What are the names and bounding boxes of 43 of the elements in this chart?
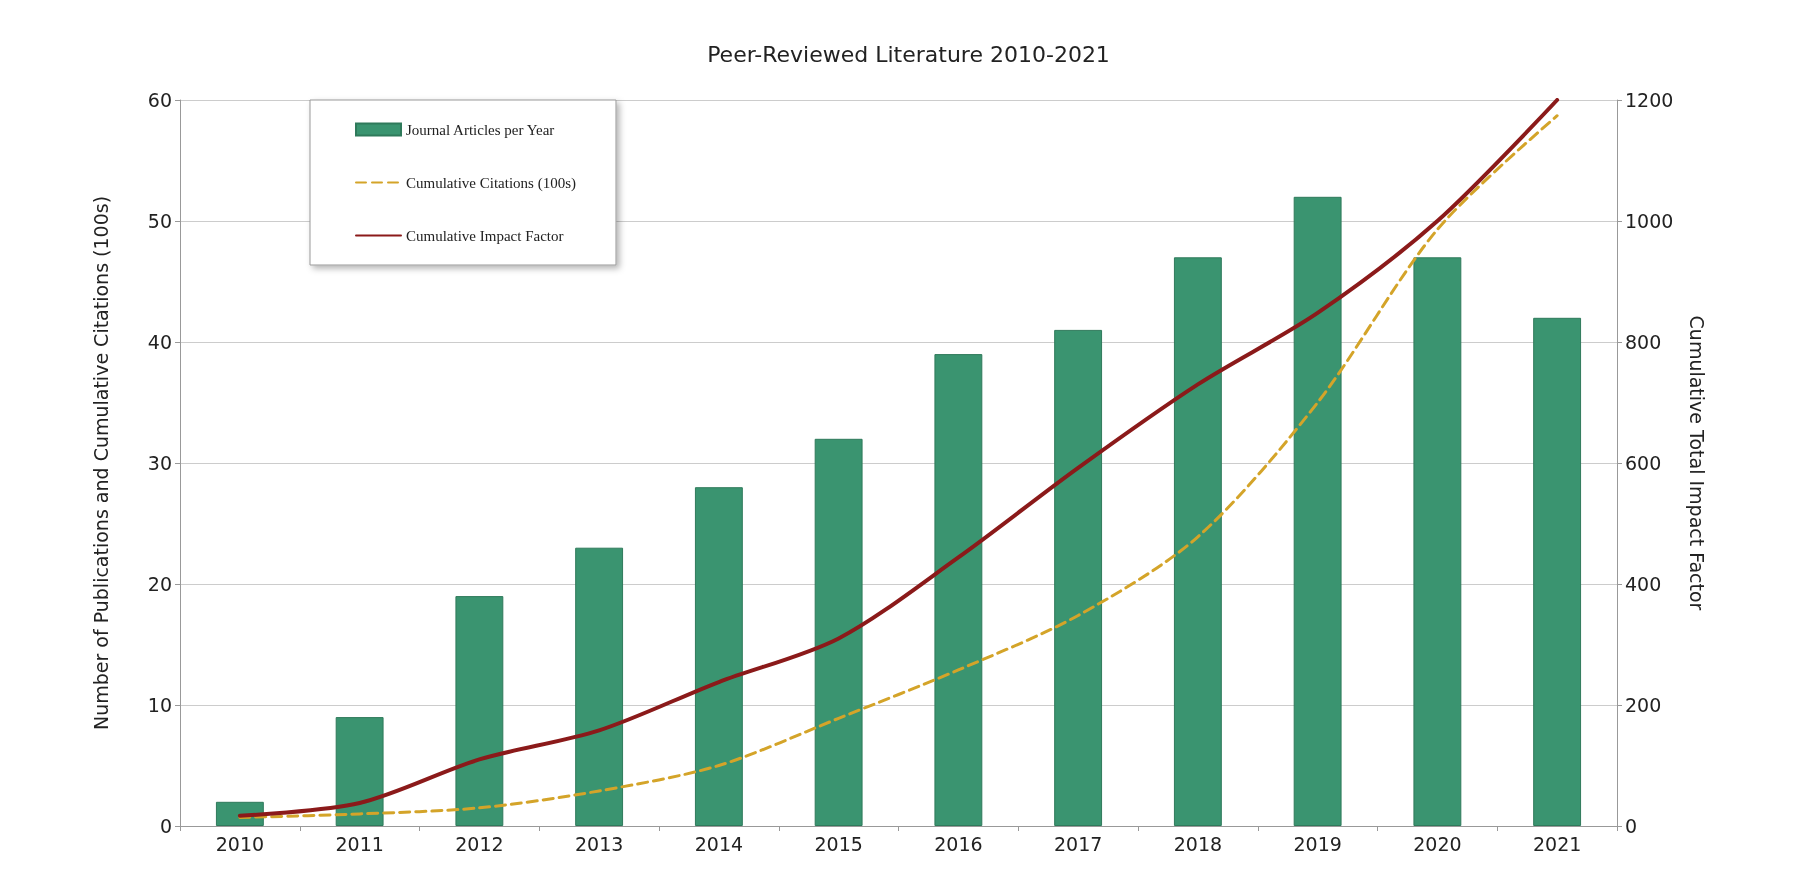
x-tick-label: 2010 bbox=[215, 832, 265, 855]
legend-label: Journal Articles per Year bbox=[406, 121, 555, 138]
y-tick-label: 50 bbox=[147, 210, 172, 232]
bar bbox=[335, 717, 384, 826]
bar bbox=[694, 487, 743, 826]
bar bbox=[814, 438, 863, 826]
x-tick-label: 2014 bbox=[694, 832, 744, 855]
y2-tick-label: 200 bbox=[1625, 694, 1662, 716]
y2-tick-label: 1200 bbox=[1625, 89, 1674, 111]
x-tick-label: 2015 bbox=[814, 832, 863, 855]
x-tick-label: 2017 bbox=[1053, 832, 1103, 855]
y-tick-label: 40 bbox=[147, 331, 172, 353]
y-axis-title: Number of Publications and Cumulative Citations (100s) bbox=[89, 195, 112, 731]
y-tick-label: 30 bbox=[147, 452, 172, 474]
x-tick-label: 2018 bbox=[1173, 832, 1223, 855]
y2-tick-label: 400 bbox=[1625, 573, 1662, 595]
bar bbox=[1413, 257, 1462, 826]
y2-tick-label: 600 bbox=[1625, 452, 1662, 474]
bar bbox=[934, 354, 983, 826]
x-tick-label: 2013 bbox=[574, 832, 624, 855]
bar bbox=[575, 547, 624, 826]
y-tick-label: 20 bbox=[147, 573, 172, 595]
y2-tick-label: 0 bbox=[1625, 815, 1638, 837]
legend-label: Cumulative Citations (100s) bbox=[406, 174, 576, 192]
y-tick-label: 60 bbox=[147, 89, 172, 111]
y-tick-label: 0 bbox=[159, 815, 172, 837]
x-tick-label: 2012 bbox=[455, 832, 504, 855]
x-tick-label: 2011 bbox=[335, 832, 384, 855]
y2-tick-label: 800 bbox=[1625, 331, 1662, 353]
bar bbox=[1533, 317, 1582, 826]
y2-axis-title: Cumulative Total Impact Factor bbox=[1685, 315, 1708, 611]
bar bbox=[1173, 257, 1222, 826]
y-tick-label: 10 bbox=[147, 694, 172, 716]
bar bbox=[1293, 196, 1342, 826]
chart-title: Peer-Reviewed Literature 2010-2021 bbox=[707, 41, 1110, 67]
x-tick-label: 2019 bbox=[1293, 832, 1342, 855]
bar bbox=[455, 596, 504, 826]
x-tick-label: 2020 bbox=[1413, 832, 1462, 855]
x-tick-label: 2021 bbox=[1532, 832, 1582, 855]
x-tick-label: 2016 bbox=[934, 832, 983, 855]
legend-label: Cumulative Impact Factor bbox=[406, 227, 564, 244]
y2-tick-label: 1000 bbox=[1625, 210, 1674, 232]
bar bbox=[1054, 329, 1103, 826]
